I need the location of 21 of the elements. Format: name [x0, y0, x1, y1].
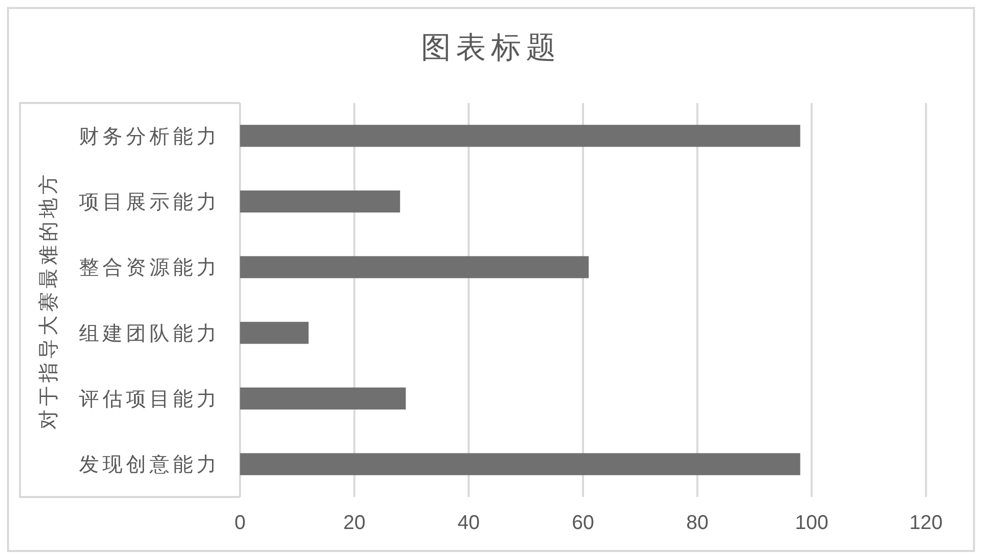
x-tick-label: 80: [686, 512, 708, 534]
x-tick-label: 60: [572, 512, 594, 534]
y-tick-label: 整合资源能力: [79, 255, 220, 280]
y-tick-label: 组建团队能力: [79, 320, 220, 345]
x-tick-label: 20: [343, 512, 366, 534]
x-tick-label: 40: [458, 512, 480, 534]
bar: [240, 256, 589, 278]
y-tick-label: 发现创意能力: [79, 452, 220, 476]
y-tick-label: 财务分析能力: [79, 124, 220, 148]
bar: [240, 322, 309, 344]
bar: [240, 190, 400, 212]
y-axis-title: 对于指导大赛最难的地方: [36, 170, 60, 430]
bar: [240, 453, 800, 476]
bar: [240, 388, 406, 410]
y-tick-label: 评估项目能力: [79, 386, 220, 410]
y-tick-label: 项目展示能力: [79, 190, 220, 214]
x-tick-label: 0: [234, 512, 246, 534]
x-tick-label: 100: [794, 512, 828, 534]
bar: [240, 124, 800, 147]
x-tick-label: 120: [909, 512, 943, 534]
chart-title: 图表标题: [421, 30, 561, 66]
